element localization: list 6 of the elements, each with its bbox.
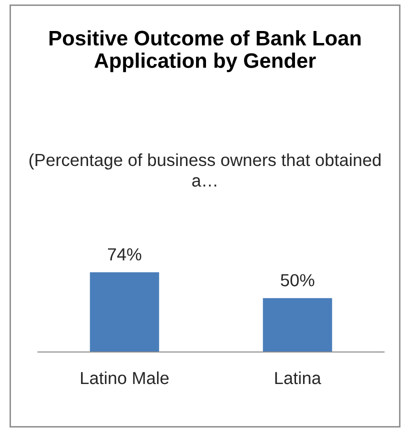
x-tick-label: Latina bbox=[275, 371, 322, 384]
data-label: 74% bbox=[108, 248, 142, 260]
chart-title: Positive Outcome of Bank Loan Application by Gender bbox=[50, 30, 361, 72]
data-label: 50% bbox=[280, 274, 314, 286]
chart-subtitle: (Percentage of business owners that obtained a… bbox=[29, 153, 381, 187]
x-tick-label: Latino Male bbox=[81, 371, 169, 384]
